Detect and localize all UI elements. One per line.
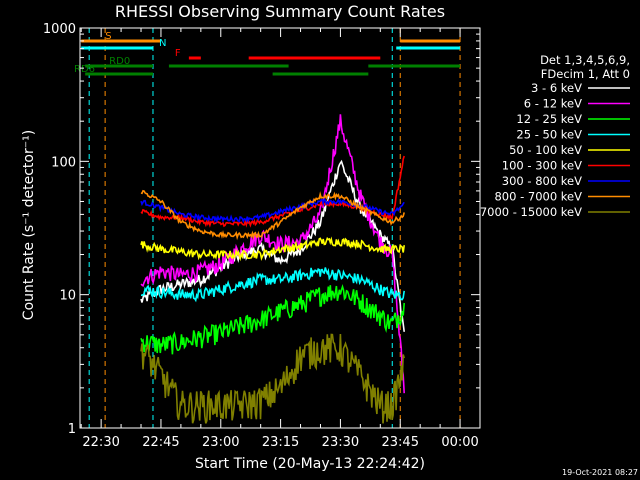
- y-tick-label: 1000: [43, 22, 76, 37]
- legend-label-6: 100 - 300 keV: [502, 159, 582, 173]
- plot-timestamp: 19-Oct-2021 08:27: [562, 468, 638, 477]
- series-line-4: [141, 267, 405, 303]
- x-tick-label: 23:45: [382, 435, 419, 450]
- x-tick-label: 22:30: [82, 435, 119, 450]
- series-lines: [140, 114, 405, 424]
- x-tick-label: 23:00: [202, 435, 239, 450]
- x-axis-label: Start Time (20-May-13 22:24:42): [195, 456, 425, 472]
- time-markers: [88, 28, 461, 428]
- x-tick-label: 22:45: [142, 435, 179, 450]
- legend-label-2: 6 - 12 keV: [524, 97, 582, 111]
- legend-header-2: FDecim 1, Att 0: [541, 67, 630, 81]
- legend-label-5: 50 - 100 keV: [509, 143, 582, 157]
- series-line-8: [140, 189, 405, 241]
- y-tick-label: 10: [59, 289, 76, 304]
- legend-label-9: 7000 - 15000 keV: [480, 205, 582, 219]
- x-tick-label: 23:15: [262, 435, 299, 450]
- flag-bars: S NF RD0 RD6: [74, 31, 461, 76]
- flag-label-f: F: [175, 48, 181, 59]
- flag-label-s: S: [105, 31, 111, 42]
- chart-title: RHESSI Observing Summary Count Rates: [115, 2, 445, 21]
- axes: [79, 27, 481, 429]
- plot-frame: [79, 27, 481, 429]
- flag-label-n: N: [159, 38, 166, 49]
- series-line-3: [140, 284, 405, 355]
- y-tick-label: 100: [51, 155, 76, 170]
- legend-label-8: 800 - 7000 keV: [494, 190, 582, 204]
- y-tick-label: 1: [68, 422, 76, 437]
- legend-label-7: 300 - 800 keV: [502, 174, 582, 188]
- legend-label-3: 12 - 25 keV: [516, 112, 582, 126]
- flag-label-rd6: RD6: [74, 64, 95, 75]
- legend: Det 1,3,4,5,6,9, FDecim 1, Att 0 3 - 6 k…: [480, 53, 630, 219]
- tick-labels: 1 10 100 1000 22:30 22:45 23:00 23:15 23:30 23:45…: [43, 22, 479, 450]
- x-tick-label: 00:00: [441, 435, 478, 450]
- legend-header-1: Det 1,3,4,5,6,9,: [540, 53, 630, 67]
- y-axis-label: Count Rate (s⁻¹ detector⁻¹): [21, 130, 37, 320]
- series-line-2: [140, 114, 405, 394]
- series-line-5: [140, 236, 405, 262]
- flag-label-rd0: RD0: [109, 56, 130, 67]
- series-line-9: [140, 333, 405, 424]
- legend-label-4: 25 - 50 keV: [516, 128, 582, 142]
- x-tick-label: 23:30: [322, 435, 359, 450]
- legend-label-1: 3 - 6 keV: [531, 81, 582, 95]
